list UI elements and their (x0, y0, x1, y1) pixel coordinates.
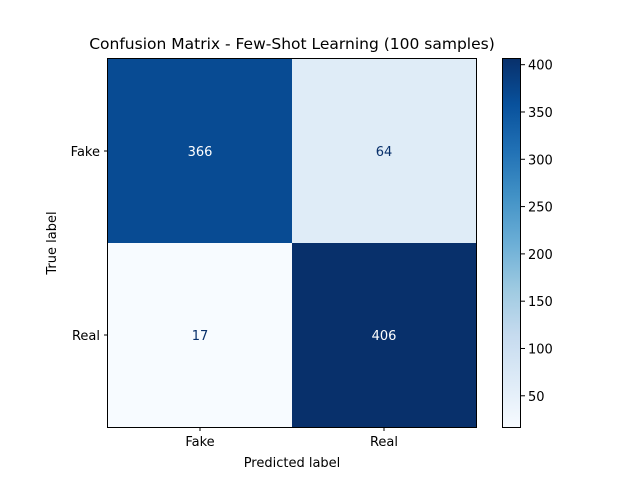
matrix-cell (292, 243, 476, 427)
y-axis-label: True label (45, 211, 60, 275)
matrix-cell (108, 59, 292, 243)
colorbar-tick-label: 300 (528, 153, 553, 168)
colorbar-ticks: 50 100 150 200 250 300 350 400 (521, 59, 553, 405)
colorbar-tick-label: 50 (528, 390, 545, 405)
colorbar-tick-label: 350 (528, 106, 553, 121)
y-tick-label: Real (72, 329, 100, 344)
colorbar-tick-label: 150 (528, 295, 553, 310)
chart-title: Confusion Matrix - Few-Shot Learning (10… (89, 35, 495, 53)
cell-value-label: 17 (192, 329, 209, 344)
cell-value-label: 366 (188, 145, 213, 160)
matrix-cells (108, 59, 476, 427)
colorbar-tick-label: 100 (528, 342, 553, 357)
matrix-cell (108, 243, 292, 427)
cell-value-label: 64 (376, 145, 393, 160)
x-axis-ticks: Fake Real (185, 427, 398, 450)
y-axis-ticks: Fake Real (71, 145, 108, 344)
y-tick-label: Fake (71, 145, 100, 160)
x-tick-label: Real (370, 435, 398, 450)
matrix-cell (292, 59, 476, 243)
cell-value-label: 406 (372, 329, 397, 344)
x-tick-label: Fake (185, 435, 214, 450)
colorbar (502, 58, 521, 428)
matrix-frame (107, 58, 477, 428)
colorbar-tick-label: 400 (528, 59, 553, 74)
x-axis-label: Predicted label (244, 456, 341, 471)
colorbar-tick-label: 200 (528, 248, 553, 263)
colorbar-tick-label: 250 (528, 201, 553, 216)
matrix-cell-labels: 366 64 17 406 (188, 145, 397, 344)
